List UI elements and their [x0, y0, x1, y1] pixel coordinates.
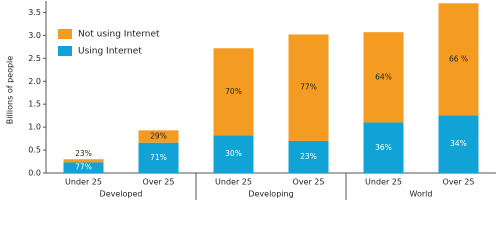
bar-segment — [438, 3, 479, 116]
segment-label: 66 % — [449, 54, 468, 63]
bar-segment — [288, 140, 329, 173]
y-axis-label: Billions of people — [6, 56, 15, 125]
segment-label: 23% — [75, 149, 92, 158]
y-tick-label: 0.5 — [28, 146, 41, 155]
bar-segment — [138, 142, 179, 173]
y-tick-label: 3.5 — [28, 8, 41, 17]
x-tick-label: Under 25 — [65, 178, 102, 187]
segment-label: 30% — [225, 149, 242, 158]
x-tick-label: Over 25 — [143, 178, 175, 187]
segment-label: 77% — [75, 163, 92, 172]
group-label: World — [410, 190, 433, 199]
x-tick-label: Over 25 — [293, 178, 325, 187]
bar-segment — [138, 130, 179, 143]
y-tick-label: 1.0 — [28, 123, 41, 132]
y-tick-label: 3.0 — [28, 31, 41, 40]
x-tick-label: Under 25 — [215, 178, 252, 187]
y-tick-label: 1.5 — [28, 100, 41, 109]
segment-label: 29% — [150, 132, 167, 141]
bar-segment — [213, 135, 254, 173]
segment-label: 36% — [375, 143, 392, 152]
legend-swatch — [58, 29, 72, 39]
legend-swatch — [58, 46, 72, 56]
segment-label: 23% — [300, 152, 317, 161]
bar-segment — [438, 115, 479, 173]
bar-segment — [363, 122, 404, 173]
x-tick-label: Under 25 — [365, 178, 402, 187]
chart: Billions of people 0.0 0.5 1.0 1.5 2.0 2.5 3.0… — [6, 1, 496, 200]
bar-segment — [288, 34, 329, 141]
y-tick-label: 0.0 — [28, 169, 41, 178]
y-tick-label: 2.0 — [28, 77, 41, 86]
segment-label: 71% — [150, 153, 167, 162]
segment-label: 64% — [375, 72, 392, 81]
bar-segment — [63, 159, 104, 163]
segment-label: 34% — [450, 139, 467, 148]
y-tick-label: 2.5 — [28, 54, 41, 63]
segment-label: 70% — [225, 87, 242, 96]
x-tick-label: Over 25 — [443, 178, 475, 187]
segment-label: 77% — [300, 83, 317, 92]
bar-segment — [63, 162, 104, 173]
bar-segment — [213, 48, 254, 136]
legend-label: Not using Internet — [78, 30, 160, 40]
group-label: Developed — [100, 190, 143, 199]
legend-label: Using Internet — [78, 47, 142, 57]
bar-segment — [363, 32, 404, 123]
group-label: Developing — [248, 190, 293, 199]
